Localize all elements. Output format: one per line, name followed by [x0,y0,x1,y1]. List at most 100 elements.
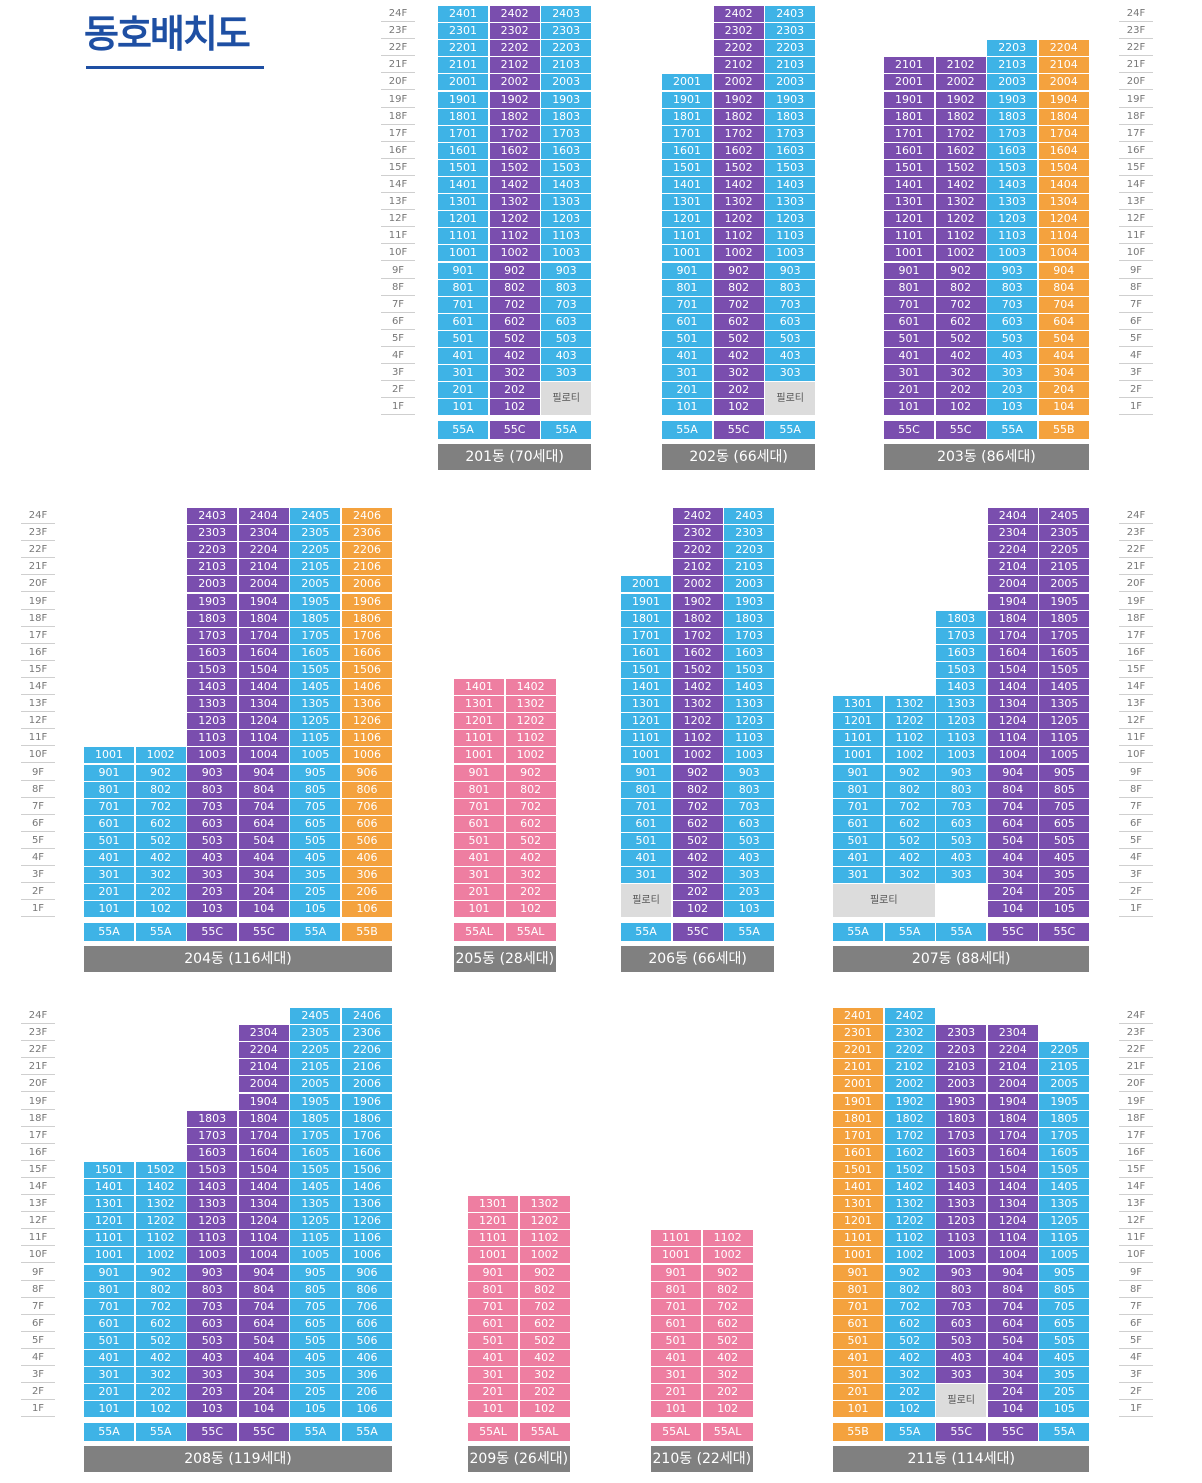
unit-cell[interactable]: 301 [651,1367,701,1384]
unit-cell[interactable]: 1705 [1039,627,1090,644]
unit-cell[interactable]: 2306 [342,525,392,542]
unit-cell[interactable]: 1401 [438,177,488,193]
unit-cell[interactable]: 1005 [290,1247,341,1264]
unit-cell[interactable]: 301 [884,365,934,382]
unit-cell[interactable]: 401 [84,850,134,866]
unit-cell[interactable]: 802 [672,781,723,798]
unit-cell[interactable]: 502 [135,832,186,849]
unit-cell[interactable]: 704 [987,1298,1038,1315]
unit-cell[interactable]: 1901 [884,91,934,108]
unit-cell[interactable]: 1202 [135,1213,186,1230]
unit-cell[interactable]: 802 [135,781,186,798]
unit-cell[interactable]: 2102 [672,559,723,576]
unit-cell[interactable]: 702 [884,798,935,815]
unit-cell[interactable]: 706 [342,798,392,815]
unit-cell[interactable]: 503 [187,832,238,849]
unit-cell[interactable]: 1903 [765,91,816,108]
unit-cell[interactable]: 805 [1039,781,1090,798]
unit-cell[interactable]: 102 [519,1401,570,1418]
unit-cell[interactable]: 905 [1039,1264,1090,1281]
unit-cell[interactable]: 205 [290,884,341,901]
unit-cell[interactable]: 1802 [672,610,723,627]
unit-cell[interactable]: 1006 [342,1247,392,1264]
unit-cell[interactable]: 1703 [936,627,987,644]
unit-cell[interactable]: 102 [713,399,764,416]
unit-cell[interactable]: 1706 [342,627,392,644]
unit-cell[interactable]: 1406 [342,679,392,695]
unit-cell[interactable]: 1502 [489,159,540,176]
unit-cell[interactable]: 1101 [833,730,883,747]
unit-cell[interactable]: 2201 [438,40,488,57]
unit-cell[interactable]: 601 [662,313,712,330]
unit-cell[interactable]: 1203 [936,713,987,730]
unit-cell[interactable]: 1101 [454,730,504,747]
unit-cell[interactable]: 1502 [672,661,723,678]
unit-cell[interactable]: 1502 [713,159,764,176]
unit-cell[interactable]: 2006 [342,1076,392,1093]
unit-cell[interactable]: 1903 [541,91,592,108]
unit-cell[interactable]: 2304 [987,525,1038,542]
unit-cell[interactable]: 1305 [290,696,341,713]
unit-cell[interactable]: 402 [505,850,556,866]
unit-cell[interactable]: 1301 [621,696,671,713]
unit-cell[interactable]: 503 [987,330,1038,347]
unit-cell[interactable]: 1104 [238,730,289,747]
unit-cell[interactable]: 1301 [662,194,712,211]
unit-cell[interactable]: 801 [454,781,504,798]
unit-cell[interactable]: 1302 [519,1196,570,1213]
unit-cell[interactable]: 1903 [936,1093,987,1110]
unit-cell[interactable]: 402 [519,1350,570,1366]
unit-cell[interactable]: 1403 [187,679,238,695]
unit-cell[interactable]: 2205 [1039,1042,1090,1059]
unit-cell[interactable]: 1202 [713,211,764,228]
unit-cell[interactable]: 1504 [238,1161,289,1178]
unit-cell[interactable]: 702 [935,296,986,313]
unit-cell[interactable]: 1802 [884,1110,935,1127]
unit-cell[interactable]: 602 [135,815,186,832]
unit-cell[interactable]: 1801 [662,108,712,125]
unit-cell[interactable]: 2102 [713,57,764,74]
unit-cell[interactable]: 1702 [935,125,986,142]
unit-cell[interactable]: 1204 [987,1213,1038,1230]
unit-cell[interactable]: 2301 [438,23,488,40]
unit-cell[interactable]: 302 [505,867,556,884]
unit-cell[interactable]: 102 [884,1401,935,1418]
unit-cell[interactable]: 104 [238,1401,289,1418]
unit-cell[interactable]: 1302 [713,194,764,211]
unit-cell[interactable]: 902 [884,1264,935,1281]
unit-cell[interactable]: 1804 [238,1110,289,1127]
unit-cell[interactable]: 1001 [468,1247,518,1264]
unit-cell[interactable]: 104 [1038,399,1089,416]
unit-cell[interactable]: 1405 [1039,1179,1090,1195]
unit-cell[interactable]: 703 [724,798,775,815]
unit-cell[interactable]: 1305 [290,1196,341,1213]
unit-cell[interactable]: 501 [84,832,134,849]
unit-cell[interactable]: 802 [519,1281,570,1298]
unit-cell[interactable]: 603 [936,1315,987,1332]
unit-cell[interactable]: 1503 [936,661,987,678]
unit-cell[interactable]: 1804 [987,610,1038,627]
unit-cell[interactable]: 902 [489,262,540,279]
unit-cell[interactable]: 1301 [454,696,504,713]
unit-cell[interactable]: 904 [1038,262,1089,279]
unit-cell[interactable]: 1902 [713,91,764,108]
unit-cell[interactable]: 704 [987,798,1038,815]
unit-cell[interactable]: 703 [936,798,987,815]
unit-cell[interactable]: 201 [454,884,504,901]
unit-cell[interactable]: 1704 [987,627,1038,644]
unit-cell[interactable]: 2302 [713,23,764,40]
unit-cell[interactable]: 1203 [541,211,592,228]
unit-cell[interactable]: 205 [1039,1384,1090,1401]
unit-cell[interactable]: 1504 [238,661,289,678]
unit-cell[interactable]: 2104 [238,1059,289,1076]
unit-cell[interactable]: 803 [765,279,816,296]
unit-cell[interactable]: 301 [662,365,712,382]
unit-cell[interactable]: 1003 [936,747,987,764]
unit-cell[interactable]: 2003 [724,576,775,593]
unit-cell[interactable]: 901 [84,1264,134,1281]
unit-cell[interactable]: 1404 [238,679,289,695]
unit-cell[interactable]: 2001 [833,1076,883,1093]
unit-cell[interactable]: 901 [651,1264,701,1281]
unit-cell[interactable]: 1304 [238,696,289,713]
unit-cell[interactable]: 1601 [662,142,712,159]
